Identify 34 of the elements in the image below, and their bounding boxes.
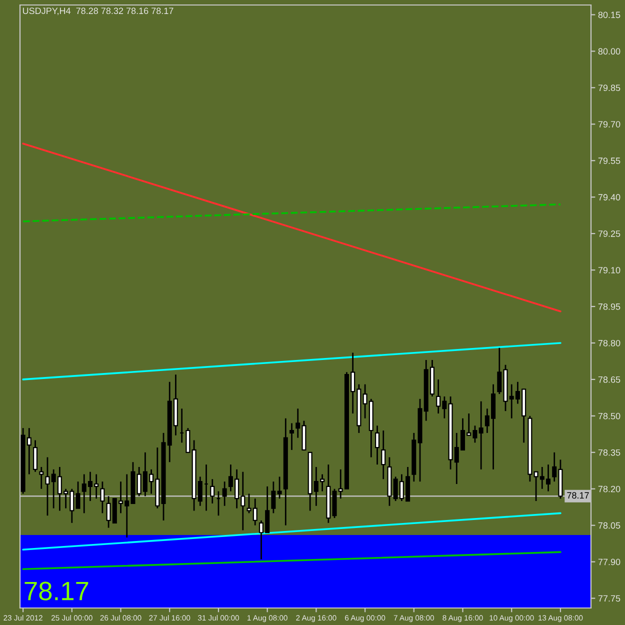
candlestick: [478, 400, 484, 470]
y-tick-label: 79.25: [598, 230, 620, 237]
y-tick-label: 79.85: [598, 84, 620, 92]
candlestick: [271, 480, 276, 514]
y-tick-label: 79.40: [598, 194, 620, 200]
y-tick-label: 80.00: [598, 48, 620, 55]
candlestick: [186, 427, 190, 454]
annotation: 78.17: [24, 582, 88, 600]
y-tick-label: 79.55: [598, 158, 620, 164]
y-tick-label: 78.35: [598, 449, 620, 456]
y-tick-label: 78.50: [598, 412, 620, 420]
y-tick-label: 79.70: [598, 121, 620, 128]
candlestick: [210, 478, 215, 504]
y-tick-label: 78.20: [598, 486, 620, 492]
y-tick-label: 79.10: [598, 266, 620, 274]
y-tick-label: 78.05: [598, 522, 620, 529]
candlestick: [289, 422, 294, 451]
candlestick: [222, 480, 227, 507]
candlestick: [45, 456, 50, 516]
ref-line-label: 78.17: [567, 492, 589, 499]
y-tick-label: 77.75: [598, 595, 620, 602]
candlestick: [39, 466, 44, 490]
candlestick: [100, 480, 105, 514]
y-tick-label: 78.95: [598, 303, 620, 310]
y-tick-label: 80.15: [598, 12, 620, 18]
candlestick: [277, 476, 282, 500]
candlestick: [374, 424, 380, 466]
candlestick: [76, 480, 80, 510]
candlestick: [381, 430, 386, 480]
y-tick-label: 78.80: [598, 340, 620, 346]
chart-title: USDJPY,H4 78.28 78.32 78.16 78.17: [22, 8, 174, 16]
y-tick-label: 78.65: [598, 376, 620, 383]
y-tick-label: 77.90: [598, 558, 620, 566]
candlestick: [33, 440, 38, 473]
